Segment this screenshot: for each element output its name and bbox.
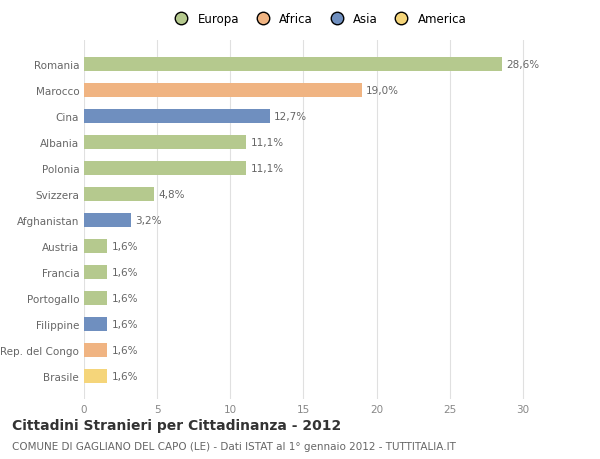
Bar [84,343,107,357]
Text: 1,6%: 1,6% [112,319,138,329]
Text: 3,2%: 3,2% [135,215,161,225]
Text: 1,6%: 1,6% [112,371,138,381]
Bar [84,369,107,383]
Bar [84,135,247,150]
Text: 1,6%: 1,6% [112,345,138,355]
Bar [84,239,107,253]
Text: 11,1%: 11,1% [251,138,284,147]
Text: 4,8%: 4,8% [158,190,185,199]
Bar [84,187,154,202]
Text: 1,6%: 1,6% [112,267,138,277]
Legend: Europa, Africa, Asia, America: Europa, Africa, Asia, America [167,11,469,28]
Bar [84,291,107,305]
Bar [84,213,131,228]
Bar [84,109,270,124]
Bar [84,57,502,72]
Text: 12,7%: 12,7% [274,112,307,122]
Text: 1,6%: 1,6% [112,293,138,303]
Text: Cittadini Stranieri per Cittadinanza - 2012: Cittadini Stranieri per Cittadinanza - 2… [12,418,341,431]
Bar [84,84,362,98]
Bar [84,265,107,280]
Bar [84,161,247,176]
Text: 19,0%: 19,0% [366,86,399,95]
Text: 1,6%: 1,6% [112,241,138,251]
Bar [84,317,107,331]
Text: 28,6%: 28,6% [506,60,540,70]
Text: 11,1%: 11,1% [251,163,284,174]
Text: COMUNE DI GAGLIANO DEL CAPO (LE) - Dati ISTAT al 1° gennaio 2012 - TUTTITALIA.IT: COMUNE DI GAGLIANO DEL CAPO (LE) - Dati … [12,441,456,451]
